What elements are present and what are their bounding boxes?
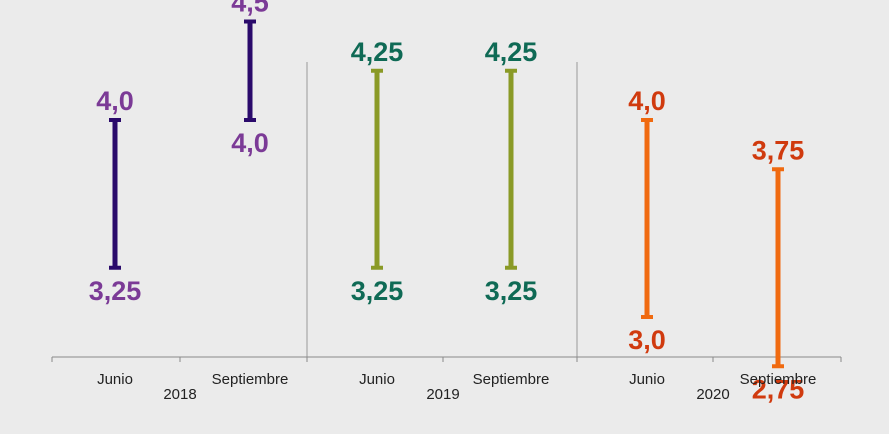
high-value-label: 4,0 — [96, 86, 134, 116]
low-value-label: 3,0 — [628, 325, 666, 355]
category-label: Junio — [97, 371, 133, 388]
low-value-label: 2,75 — [752, 374, 805, 404]
high-value-label: 4,0 — [628, 86, 666, 116]
category-label: Septiembre — [212, 371, 289, 388]
high-value-label: 4,5 — [231, 0, 269, 18]
low-value-label: 3,25 — [351, 276, 404, 306]
low-value-label: 4,0 — [231, 128, 269, 158]
year-label: 2020 — [696, 386, 729, 403]
high-value-label: 4,25 — [485, 37, 538, 67]
low-value-label: 3,25 — [485, 276, 538, 306]
low-value-label: 3,25 — [89, 276, 142, 306]
year-label: 2019 — [426, 386, 459, 403]
category-label: Septiembre — [740, 371, 817, 388]
category-label: Junio — [359, 371, 395, 388]
year-label: 2018 — [163, 386, 196, 403]
high-value-label: 3,75 — [752, 135, 805, 165]
category-label: Septiembre — [473, 371, 550, 388]
category-label: Junio — [629, 371, 665, 388]
high-value-label: 4,25 — [351, 37, 404, 67]
